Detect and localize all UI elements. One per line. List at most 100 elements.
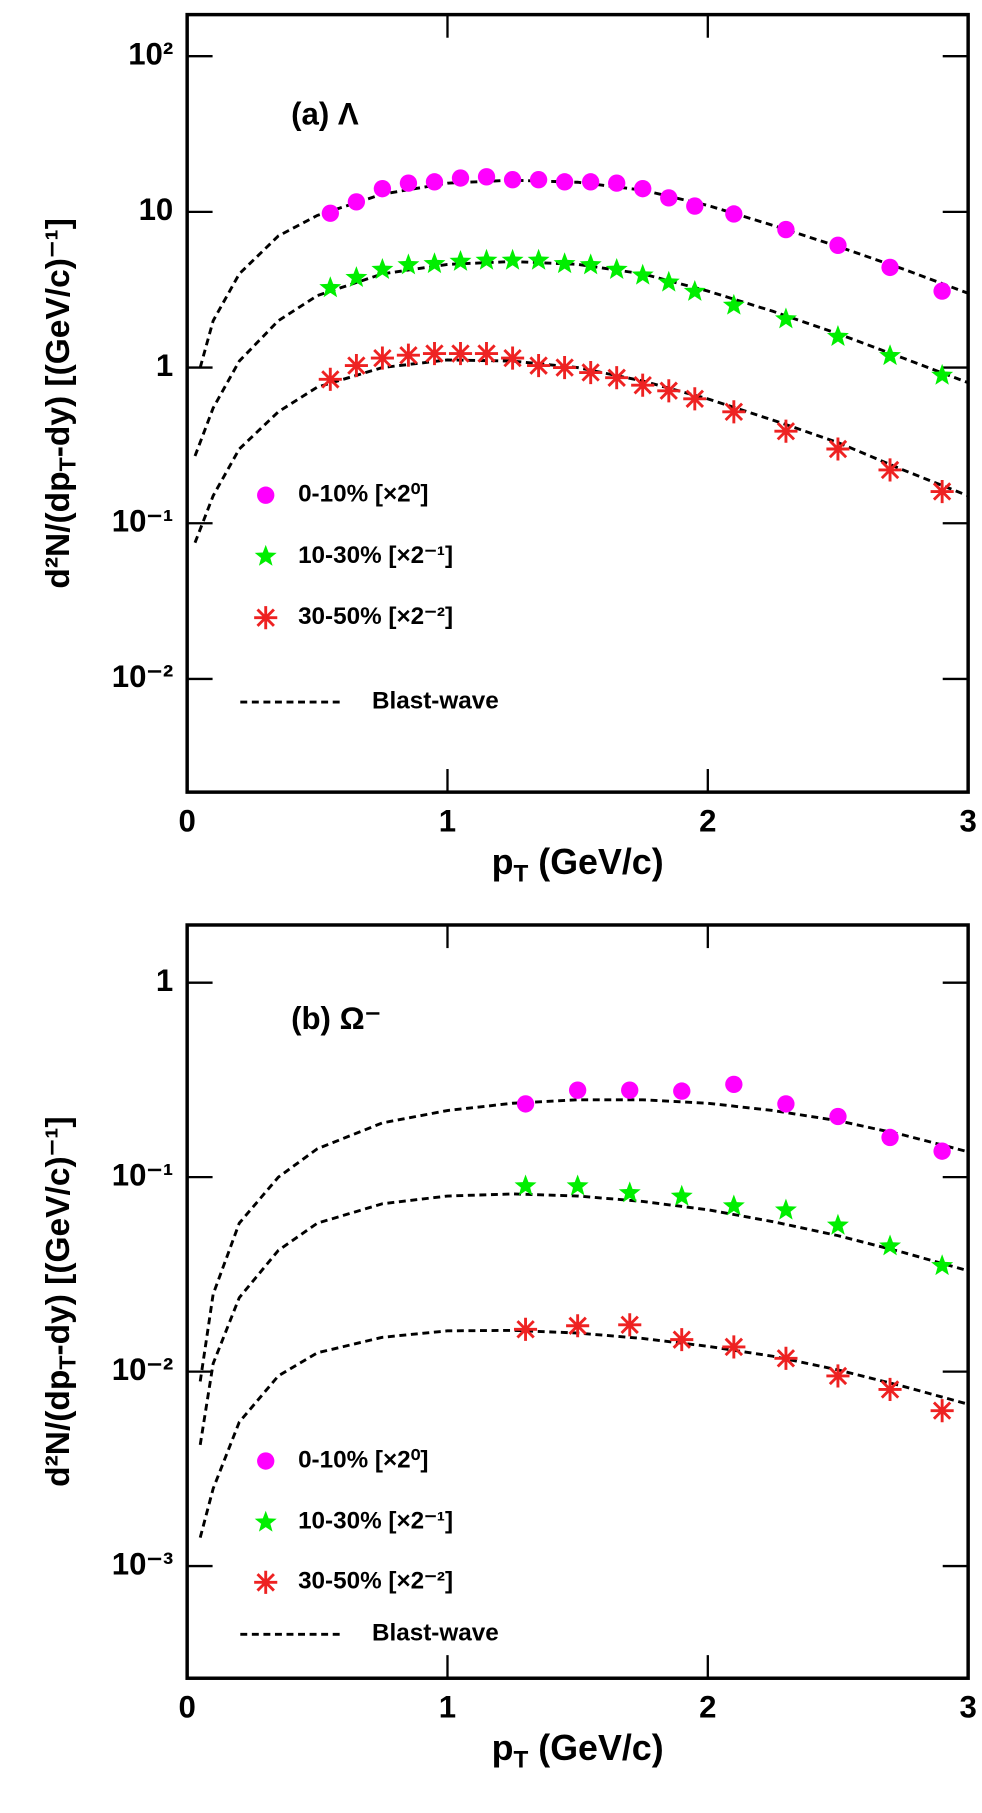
data-point xyxy=(774,307,797,329)
legend-label: Blast-wave xyxy=(372,1620,499,1647)
y-label-rest: -dy) [(GeV/c)⁻¹] xyxy=(40,1116,77,1355)
y-label-rest: -dy) [(GeV/c)⁻¹] xyxy=(40,218,77,457)
data-point xyxy=(631,263,654,285)
x-tick-label: 0 xyxy=(178,1690,195,1725)
data-point xyxy=(605,366,629,390)
data-point xyxy=(321,204,340,222)
data-point xyxy=(605,258,628,279)
y-tick-label: 10 xyxy=(139,192,174,227)
plot-frame xyxy=(185,12,970,794)
data-point xyxy=(631,373,655,397)
data-point xyxy=(501,248,524,270)
x-label-rest: (GeV/c) xyxy=(528,1728,663,1768)
legend-label: 30-50% [×2⁻²] xyxy=(298,603,453,630)
data-point xyxy=(474,342,499,366)
data-point xyxy=(879,1234,902,1256)
x-tick-label: 1 xyxy=(439,804,456,839)
legend-marker xyxy=(254,1510,277,1532)
data-point xyxy=(371,258,394,279)
legend-label: 0-10% [×2⁰] xyxy=(298,481,428,508)
data-point xyxy=(683,279,706,301)
data-point xyxy=(774,1346,798,1370)
y-label-main: d²N/(dp xyxy=(40,1370,77,1487)
annotation: (b) Ω⁻ xyxy=(291,1001,381,1036)
data-point xyxy=(826,1364,850,1388)
data-point xyxy=(581,173,600,191)
data-point xyxy=(475,248,498,270)
data-point xyxy=(318,367,342,391)
data-point xyxy=(933,282,951,300)
data-point xyxy=(422,342,447,366)
plot-frame xyxy=(185,923,970,1680)
data-point xyxy=(930,479,954,504)
y-tick-label: 10⁻¹ xyxy=(112,503,174,538)
data-point xyxy=(608,174,626,192)
y-tick-label: 1 xyxy=(156,348,173,383)
data-point xyxy=(396,343,420,367)
blast-wave-curve xyxy=(198,1098,969,1382)
data-point xyxy=(370,346,394,370)
legend-label: 10-30% [×2⁻¹] xyxy=(298,542,453,569)
data-point xyxy=(777,1095,795,1113)
blast-wave-curve xyxy=(193,358,969,544)
data-point xyxy=(566,1314,590,1338)
data-point xyxy=(514,1174,537,1196)
data-point xyxy=(777,220,795,239)
data-point xyxy=(657,270,680,292)
data-point xyxy=(566,1174,589,1196)
x-axis-label: pT (GeV/c) xyxy=(492,842,664,887)
data-point xyxy=(527,354,551,378)
y-tick-label: 10⁻³ xyxy=(112,1546,174,1581)
legend-marker xyxy=(254,606,278,630)
y-label-sub: T xyxy=(54,457,80,471)
data-point xyxy=(673,1082,691,1100)
data-point xyxy=(579,253,602,275)
data-point xyxy=(660,189,678,207)
x-label-main: p xyxy=(492,1728,514,1768)
y-tick-label: 1 xyxy=(156,963,173,998)
data-point xyxy=(449,249,472,271)
y-tick-label: 10⁻¹ xyxy=(112,1157,174,1192)
x-tick-label: 2 xyxy=(699,804,716,839)
data-point xyxy=(553,252,576,274)
data-point xyxy=(345,266,368,288)
data-point xyxy=(579,360,603,385)
y-tick-label: 10⁻² xyxy=(112,1352,174,1387)
data-point xyxy=(931,1254,954,1276)
data-point xyxy=(319,276,342,298)
legend-label: 30-50% [×2⁻²] xyxy=(298,1568,453,1595)
data-point xyxy=(451,169,470,187)
data-point xyxy=(931,363,954,385)
x-tick-label: 3 xyxy=(959,1690,976,1725)
data-point xyxy=(670,1184,693,1206)
data-point xyxy=(344,354,368,378)
legend-label: Blast-wave xyxy=(372,687,499,714)
y-label-sub: T xyxy=(54,1356,80,1370)
data-point xyxy=(621,1081,639,1099)
data-point xyxy=(553,356,577,380)
data-point xyxy=(425,173,444,191)
legend-marker xyxy=(257,1452,275,1470)
data-point xyxy=(657,379,681,403)
blast-wave-curve xyxy=(198,1192,969,1446)
data-point xyxy=(881,1128,899,1147)
blast-wave-curve xyxy=(198,178,969,368)
blast-wave-curve xyxy=(193,260,969,457)
data-point xyxy=(634,179,652,198)
data-point xyxy=(683,387,707,411)
y-tick-label: 10² xyxy=(128,36,173,71)
data-point xyxy=(722,400,746,424)
x-label-sub: T xyxy=(514,1747,529,1774)
legend-marker xyxy=(254,544,277,566)
y-label-main: d²N/(dp xyxy=(40,471,77,588)
legend-label: 10-30% [×2⁻¹] xyxy=(298,1508,453,1535)
x-tick-label: 1 xyxy=(439,1690,456,1725)
legend-marker xyxy=(254,1570,278,1594)
data-point xyxy=(529,171,548,189)
data-point xyxy=(826,437,850,461)
data-point xyxy=(423,252,446,274)
x-tick-label: 0 xyxy=(178,804,195,839)
data-point xyxy=(722,1335,746,1359)
data-point xyxy=(399,174,418,192)
